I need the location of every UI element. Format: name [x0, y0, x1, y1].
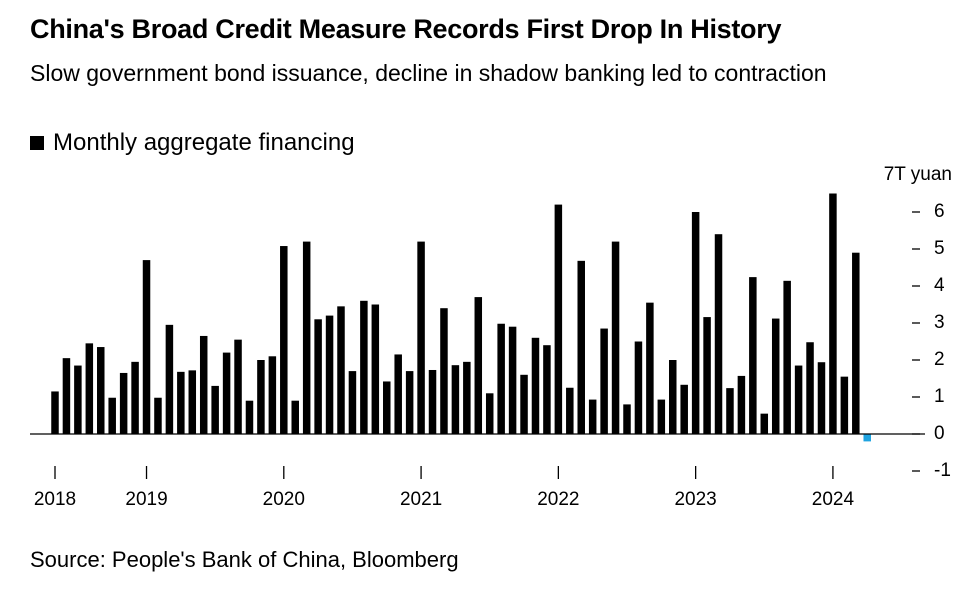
bar [634, 341, 643, 434]
bar [531, 337, 540, 434]
bar [771, 318, 780, 434]
bar [554, 204, 563, 434]
bar [51, 391, 59, 434]
bar [348, 371, 357, 434]
bar [611, 241, 620, 434]
bar [222, 352, 231, 434]
bar [154, 397, 162, 434]
chart-title: China's Broad Credit Measure Records Fir… [30, 14, 782, 44]
bar [520, 374, 528, 434]
x-tick-label: 2020 [263, 489, 305, 510]
bar [508, 326, 517, 434]
bar [863, 434, 871, 442]
bar [257, 360, 265, 434]
bar [840, 376, 849, 434]
bar [691, 212, 700, 434]
bar [417, 241, 425, 434]
legend-swatch [30, 136, 44, 150]
bar [737, 375, 746, 434]
bar [245, 400, 254, 434]
bar [646, 302, 654, 434]
bar [703, 317, 711, 434]
bar [199, 335, 208, 434]
x-tick-label: 2018 [34, 489, 76, 510]
y-tick-label: 0 [934, 423, 945, 444]
bar [428, 369, 437, 434]
chart-subtitle: Slow government bond issuance, decline i… [30, 60, 827, 86]
bar [588, 399, 597, 434]
bar [829, 193, 837, 434]
bar [360, 300, 368, 434]
bar [188, 370, 197, 434]
bar [405, 371, 414, 434]
bar [211, 385, 219, 434]
bar [474, 297, 483, 434]
bar [371, 304, 380, 434]
y-tick-label: 5 [934, 238, 945, 259]
x-tick-label: 2024 [812, 489, 855, 510]
bar [852, 252, 860, 434]
bar [302, 241, 311, 434]
bar [577, 260, 585, 434]
bar [325, 315, 334, 434]
bar [451, 365, 460, 434]
bar [623, 404, 631, 434]
bar [62, 358, 71, 434]
legend: Monthly aggregate financing [30, 129, 355, 157]
y-tick-label: 4 [934, 275, 945, 296]
bar [74, 365, 82, 434]
bar [543, 345, 551, 434]
y-tick-label: -1 [934, 460, 951, 481]
bar [680, 384, 688, 434]
bar [794, 365, 803, 434]
y-tick-label: 1 [934, 386, 945, 407]
bar [806, 342, 814, 434]
bar [108, 397, 116, 434]
bar [749, 277, 757, 434]
bar [817, 362, 826, 434]
bar [268, 356, 277, 434]
bar [669, 360, 677, 434]
source: Source: People's Bank of China, Bloomber… [30, 547, 459, 572]
x-tick-label: 2019 [125, 489, 167, 510]
legend-label: Monthly aggregate financing [53, 129, 355, 156]
bar [394, 354, 402, 434]
bar [657, 399, 666, 434]
bar [485, 393, 494, 434]
bar [119, 372, 128, 434]
bar [142, 260, 151, 434]
bar [165, 324, 174, 434]
y-tick-label: 3 [934, 312, 945, 333]
bar [783, 280, 791, 434]
bar [234, 339, 242, 434]
x-tick-label: 2023 [674, 489, 716, 510]
bar [177, 371, 185, 434]
bar [440, 308, 448, 434]
bar [600, 328, 608, 434]
bar [97, 347, 105, 434]
bar [497, 323, 505, 434]
y-tick-label: 6 [934, 201, 945, 222]
bar [291, 400, 299, 434]
bar [463, 361, 471, 434]
bar [280, 246, 288, 434]
bar [131, 361, 139, 434]
y-axis-unit-label: 7T yuan [884, 164, 952, 185]
bar [726, 388, 734, 434]
bar [714, 234, 723, 434]
bar [566, 387, 574, 434]
x-tick-label: 2022 [537, 489, 579, 510]
bar [760, 413, 769, 434]
bar [85, 343, 94, 434]
bar [383, 381, 391, 434]
bar [314, 319, 322, 434]
y-tick-label: 2 [934, 349, 945, 370]
bar [337, 306, 345, 434]
x-tick-label: 2021 [400, 489, 442, 510]
